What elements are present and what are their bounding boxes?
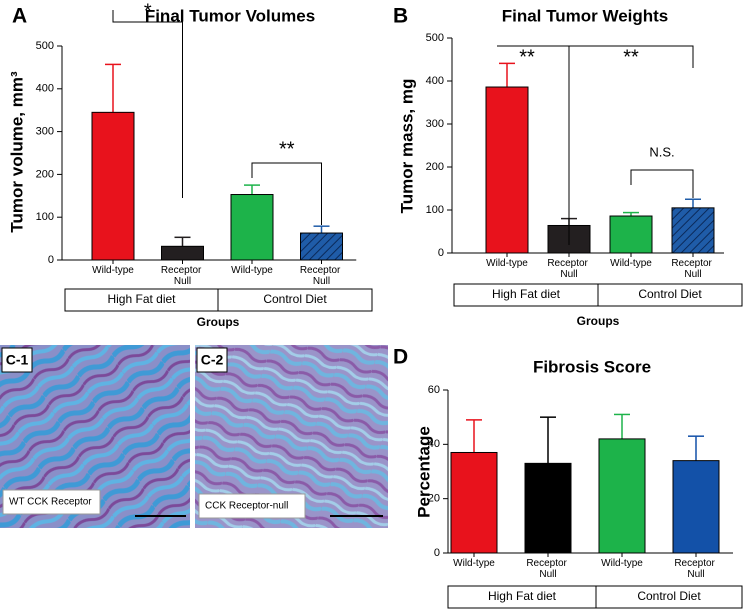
significance-label: **	[279, 138, 295, 160]
group-box	[597, 283, 743, 307]
x-tick-label: Wild-type	[601, 558, 643, 569]
y-tick-label: 20	[428, 493, 440, 505]
bar	[230, 194, 274, 261]
x-tick-label: Wild-type	[610, 258, 652, 269]
group-box	[595, 585, 743, 609]
y-tick-label: 200	[36, 168, 54, 180]
bar	[672, 460, 720, 554]
group-label: Control Diet	[263, 292, 327, 306]
bar	[609, 215, 653, 254]
micrograph: C-2 CCK Receptor-null	[195, 345, 388, 528]
micrograph-caption: WT CCK Receptor	[9, 497, 92, 508]
x-tick-label: Wild-type	[453, 558, 495, 569]
micrograph-label: C-2	[201, 352, 224, 368]
y-axis-label: Tumor volume, mm³	[7, 71, 26, 233]
chart-title: Final Tumor Weights	[502, 6, 669, 25]
group-label: High Fat diet	[107, 292, 176, 306]
x-tick-label: Receptor Null	[547, 258, 590, 280]
y-tick-label: 100	[36, 211, 54, 223]
micrograph-caption-box	[2, 489, 101, 515]
micrograph-label-box	[1, 347, 33, 373]
y-tick-label: 100	[426, 204, 444, 216]
x-axis-label: Groups	[577, 314, 620, 328]
panel-letter: B	[393, 5, 408, 28]
micrograph-caption-box	[198, 493, 306, 519]
x-tick-label: Receptor Null	[674, 558, 717, 580]
y-axis-label: Tumor mass, mg	[397, 79, 416, 214]
group-label: Control Diet	[637, 589, 701, 603]
y-tick-label: 0	[48, 254, 54, 266]
y-tick-label: 0	[438, 247, 444, 259]
y-tick-label: 400	[426, 75, 444, 87]
significance-label: N.S.	[649, 144, 674, 159]
y-tick-label: 60	[428, 384, 440, 396]
bar	[485, 86, 529, 254]
bar	[161, 245, 204, 261]
x-tick-label: Receptor Null	[526, 558, 569, 580]
y-tick-label: 0	[434, 547, 440, 559]
y-tick-label: 300	[36, 126, 54, 138]
y-tick-label: 300	[426, 118, 444, 130]
x-tick-label: Receptor Null	[161, 265, 204, 287]
panel-letter: A	[12, 5, 27, 28]
significance-label: **	[519, 46, 535, 68]
y-tick-label: 40	[428, 438, 440, 450]
micrograph: C-1 WT CCK Receptor	[0, 345, 190, 528]
significance-bracket	[630, 169, 694, 198]
y-tick-label: 200	[426, 161, 444, 173]
y-tick-label: 400	[36, 83, 54, 95]
bar	[450, 451, 498, 554]
chart-title: Fibrosis Score	[533, 357, 651, 376]
group-box	[217, 288, 373, 312]
micrograph-label: C-1	[6, 352, 29, 368]
x-tick-label: Wild-type	[231, 265, 273, 276]
bar	[524, 462, 572, 554]
y-tick-label: 500	[36, 40, 54, 52]
x-tick-label: Wild-type	[92, 265, 134, 276]
bar	[300, 232, 343, 261]
x-tick-label: Wild-type	[486, 258, 528, 269]
x-tick-label: Receptor Null	[300, 265, 343, 287]
significance-bracket	[497, 45, 694, 68]
group-label: High Fat diet	[492, 287, 561, 301]
x-tick-label: Receptor Null	[671, 258, 714, 280]
group-label: High Fat diet	[488, 589, 557, 603]
micrograph-label-box	[196, 347, 228, 373]
y-axis-label: Percentage	[414, 426, 433, 518]
bar	[91, 111, 135, 261]
significance-label: *	[144, 0, 152, 22]
x-axis-label: Groups	[197, 315, 240, 329]
bar	[671, 207, 715, 254]
y-tick-label: 500	[426, 32, 444, 44]
bar	[598, 438, 646, 554]
group-label: Control Diet	[638, 287, 702, 301]
significance-label: **	[623, 46, 639, 68]
panel-letter: D	[393, 346, 408, 369]
chart-title: Final Tumor Volumes	[145, 6, 315, 25]
micrograph-caption: CCK Receptor-null	[205, 501, 288, 512]
